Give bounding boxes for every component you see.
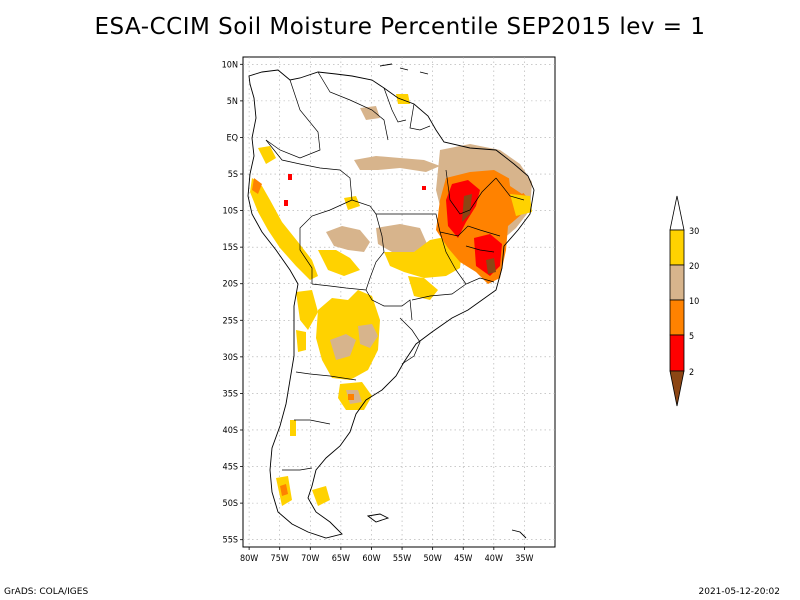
footer-timestamp: 2021-05-12-20:02: [698, 587, 781, 597]
mato-grosso-tan: [376, 224, 428, 252]
lat-tick-label: 55S: [223, 536, 238, 546]
lat-tick-label: 40S: [223, 426, 238, 436]
bolivia-yellow-area: [318, 250, 360, 276]
lon-tick-label: 60W: [362, 554, 380, 564]
colorbar-5-10: [669, 299, 685, 336]
ne-coast-tan: [508, 170, 532, 194]
longitude-tick-labels: 80W 75W 70W 65W 60W 55W 50W 45W 40W 35W: [240, 547, 534, 564]
lon-tick-label: 55W: [393, 554, 411, 564]
venezuela-tan: [360, 106, 380, 120]
lat-tick-label: EQ: [227, 133, 239, 143]
argentina-yellow-area: [316, 290, 380, 380]
andes-yellow-north: [296, 290, 318, 330]
lat-tick-label: 5S: [228, 170, 238, 180]
amazon-yellow: [344, 196, 360, 210]
lon-tick-label: 65W: [332, 554, 350, 564]
ne-brazil-brown-area: [462, 194, 472, 222]
cordoba-tan-area: [358, 324, 378, 348]
graticule: [243, 57, 555, 547]
colorbar-2-5: [669, 334, 685, 372]
chile-south-orange: [280, 484, 288, 496]
lon-tick-label: 50W: [423, 554, 441, 564]
peru-coast-orange: [252, 178, 262, 194]
lon-tick-label: 70W: [301, 554, 319, 564]
bolivia-tan-area: [326, 226, 370, 252]
lat-tick-label: 50S: [223, 499, 238, 509]
lat-tick-label: 15S: [223, 243, 238, 253]
colorbar-label-10: 10: [689, 297, 699, 307]
lon-tick-label: 80W: [240, 554, 258, 564]
central-brazil-yellow: [384, 236, 462, 278]
red-dot-2: [284, 200, 288, 206]
coastline: [247, 63, 535, 539]
national-borders: [265, 71, 525, 471]
andes-yellow-mid: [296, 330, 306, 352]
lat-tick-label: 5N: [227, 97, 238, 107]
falklands: [366, 513, 390, 523]
caribbean-islands: [379, 63, 429, 75]
peru-coast-yellow: [250, 178, 318, 280]
percentile-shading: [250, 94, 532, 506]
patagonia-yellow: [312, 486, 330, 506]
lon-tick-label: 75W: [271, 554, 289, 564]
central-brazil-yellow-east: [408, 276, 438, 300]
ne-coast-yellow: [510, 194, 532, 216]
lat-tick-label: 10N: [222, 60, 238, 70]
colorbar-top-triangle: [669, 195, 685, 231]
south-america-outline: [247, 69, 535, 539]
argentina-tan-area: [330, 334, 356, 360]
colorbar-label-20: 20: [689, 262, 699, 272]
colorbar-label-30: 30: [689, 227, 699, 237]
colorbar-label-2: 2: [689, 368, 694, 378]
red-dot-1: [422, 186, 426, 190]
south-georgia: [511, 529, 527, 539]
ecuador-yellow: [258, 146, 276, 164]
lat-tick-label: 45S: [223, 463, 238, 473]
colorbar: 30 20 10 5 2: [669, 195, 699, 407]
lat-tick-label: 30S: [223, 353, 238, 363]
lat-tick-label: 35S: [223, 389, 238, 399]
map-frame: [242, 56, 556, 548]
map-title: ESA-CCIM Soil Moisture Percentile SEP201…: [94, 14, 706, 40]
red-dot-3: [288, 174, 292, 180]
lon-tick-label: 45W: [454, 554, 472, 564]
colorbar-label-5: 5: [689, 332, 694, 342]
amazon-tan-strip: [354, 156, 440, 172]
argentina-orange-dot: [348, 394, 354, 400]
ne-brazil-brown-south: [486, 258, 496, 274]
footer-credit: GrADS: COLA/IGES: [4, 587, 89, 597]
lon-tick-label: 35W: [515, 554, 533, 564]
colorbar-20-30: [669, 229, 685, 266]
colorbar-10-20: [669, 264, 685, 301]
lat-tick-label: 20S: [223, 280, 238, 290]
chile-yellow: [290, 420, 296, 436]
lon-tick-label: 40W: [485, 554, 503, 564]
colorbar-bottom-triangle: [669, 370, 685, 407]
lat-tick-label: 25S: [223, 316, 238, 326]
latitude-tick-labels: 10N 5N EQ 5S 10S 15S 20S 25S 30S 35S 40S 45S 50S 55S: [222, 60, 243, 546]
guiana-yellow: [396, 94, 410, 104]
lat-tick-label: 10S: [223, 207, 238, 217]
